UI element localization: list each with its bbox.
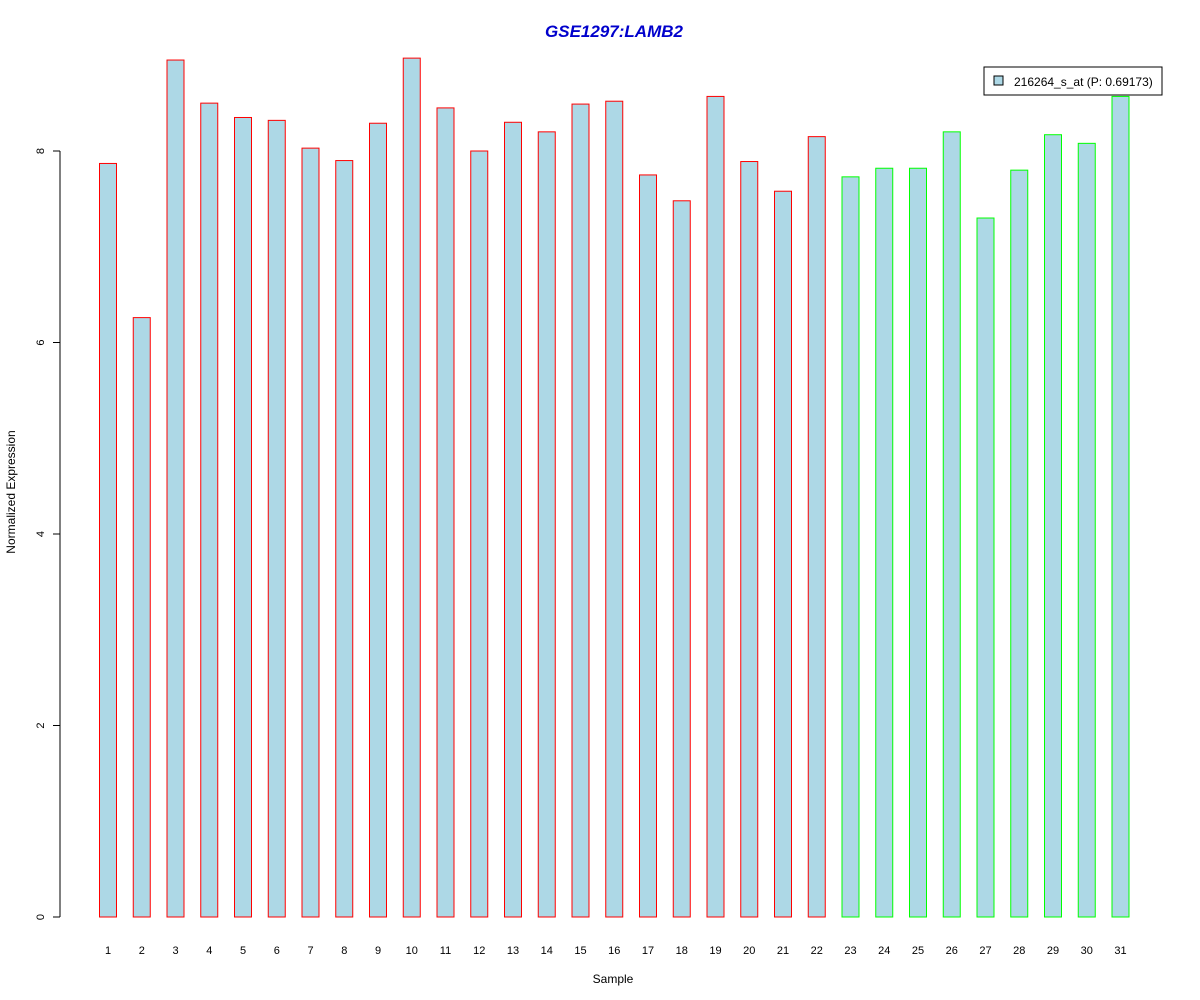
x-tick-label: 27 <box>979 945 991 957</box>
x-tick-label: 20 <box>743 945 755 957</box>
y-axis: 0 2 4 6 8 <box>35 148 61 920</box>
bar-sample-9 <box>369 122 387 918</box>
bar-sample-5 <box>234 116 252 918</box>
bar-sample-25 <box>909 167 927 918</box>
bars-group <box>99 57 1130 918</box>
x-tick-label: 11 <box>440 945 451 957</box>
x-tick-label: 31 <box>1114 945 1126 957</box>
x-tick-label: 16 <box>608 945 620 957</box>
y-axis-label: Normalized Expression <box>4 430 18 553</box>
bar-sample-22 <box>807 136 826 918</box>
x-tick-label: 14 <box>541 945 553 957</box>
x-tick-label: 2 <box>139 945 145 957</box>
x-tick-label: 3 <box>172 945 178 957</box>
x-tick-label: 4 <box>206 945 212 957</box>
bar-sample-14 <box>537 131 556 918</box>
bar-sample-28 <box>1010 169 1029 918</box>
x-tick-label: 12 <box>473 945 485 957</box>
x-tick-label: 6 <box>274 945 280 957</box>
bar-sample-8 <box>335 160 354 918</box>
y-tick-label: 2 <box>35 722 47 728</box>
x-tick-label: 24 <box>878 945 890 957</box>
x-tick-label: 10 <box>406 945 418 957</box>
bar-sample-13 <box>504 121 522 918</box>
x-tick-label: 5 <box>240 945 246 957</box>
x-axis-label: Sample <box>593 972 634 986</box>
bar-sample-24 <box>875 167 894 918</box>
bar-sample-3 <box>166 59 185 918</box>
bar-sample-31 <box>1111 95 1130 918</box>
bar-sample-7 <box>301 147 320 918</box>
bar-sample-20 <box>740 161 759 918</box>
bar-sample-19 <box>706 95 725 918</box>
bar-sample-4 <box>200 102 219 918</box>
legend-label: 216264_s_at (P: 0.69173) <box>1014 75 1153 89</box>
bar-sample-11 <box>436 107 455 918</box>
bar-sample-23 <box>841 176 860 918</box>
x-tick-label: 19 <box>709 945 721 957</box>
bar-sample-27 <box>976 217 995 918</box>
bar-sample-17 <box>639 174 657 918</box>
x-tick-label: 9 <box>375 945 381 957</box>
x-tick-label: 23 <box>844 945 856 957</box>
bar-sample-6 <box>267 119 286 918</box>
x-tick-label: 28 <box>1013 945 1025 957</box>
x-tick-label: 8 <box>341 945 347 957</box>
y-tick-label: 8 <box>35 148 47 154</box>
x-tick-label: 25 <box>912 945 924 957</box>
x-tick-label: 21 <box>777 945 789 957</box>
x-tick-label: 29 <box>1047 945 1059 957</box>
legend-box <box>983 66 1163 96</box>
bar-sample-16 <box>605 100 624 918</box>
bar-sample-29 <box>1044 134 1062 918</box>
bar-sample-2 <box>132 317 151 918</box>
legend-swatch <box>993 75 1004 86</box>
bar-sample-21 <box>774 190 792 918</box>
y-tick-label: 6 <box>35 339 47 345</box>
legend: 216264_s_at (P: 0.69173) <box>983 66 1163 96</box>
bar-sample-30 <box>1077 142 1096 918</box>
bar-sample-15 <box>571 103 590 918</box>
x-tick-label: 17 <box>642 945 654 957</box>
chart-title: GSE1297:LAMB2 <box>545 22 683 41</box>
x-tick-label: 18 <box>676 945 688 957</box>
bar-sample-1 <box>99 162 117 918</box>
bar-sample-18 <box>672 200 691 918</box>
y-tick-label: 4 <box>35 531 47 537</box>
y-tick-label: 0 <box>35 914 47 920</box>
x-tick-label: 1 <box>105 945 111 957</box>
bar-sample-10 <box>402 57 421 918</box>
x-tick-label: 7 <box>307 945 313 957</box>
bar-sample-26 <box>942 131 961 918</box>
x-tick-label: 13 <box>507 945 519 957</box>
x-tick-label: 30 <box>1081 945 1093 957</box>
x-tick-label: 22 <box>811 945 823 957</box>
x-tick-labels: 1 2 3 4 5 6 7 8 9 10 11 12 13 14 15 16 17 18 19 20 21 22 23 24 2… <box>105 945 1127 957</box>
bar-sample-12 <box>470 150 489 918</box>
x-tick-label: 15 <box>574 945 586 957</box>
x-tick-label: 26 <box>946 945 958 957</box>
